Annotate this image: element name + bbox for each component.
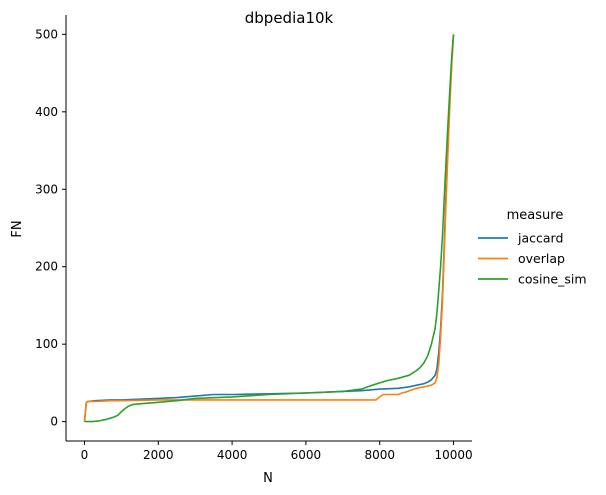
y-tick-label: 0 [50, 415, 58, 429]
y-tick-label: 500 [35, 27, 58, 41]
x-tick-label: 8000 [364, 448, 395, 462]
legend-label-overlap: overlap [518, 251, 565, 266]
y-tick-label: 100 [35, 337, 58, 351]
series-line-overlap [83, 34, 455, 422]
series-line-jaccard [83, 34, 455, 422]
y-tick-label: 300 [35, 182, 58, 196]
x-axis: 0 2000 4000 6000 8000 10000 [66, 440, 473, 462]
y-tick-label: 400 [35, 105, 58, 119]
x-tick-label: 0 [81, 448, 89, 462]
x-axis-label: N [263, 471, 273, 486]
y-tick-label: 200 [35, 260, 58, 274]
series-line-cosine-sim [84, 34, 455, 423]
y-axis: 0 100 200 300 400 500 [35, 15, 67, 441]
plot-area [83, 34, 455, 423]
x-tick-label: 2000 [143, 448, 174, 462]
x-tick-label: 6000 [291, 448, 322, 462]
y-axis-label: FN [10, 220, 25, 237]
x-tick-label: 10000 [434, 448, 472, 462]
legend-title: measure [507, 208, 564, 223]
x-tick-label: 4000 [217, 448, 248, 462]
legend: measure jaccard overlap cosine_sim [478, 208, 587, 287]
legend-label-jaccard: jaccard [517, 231, 563, 246]
chart-title: dbpedia10k [245, 9, 334, 27]
legend-label-cosine-sim: cosine_sim [518, 272, 587, 287]
